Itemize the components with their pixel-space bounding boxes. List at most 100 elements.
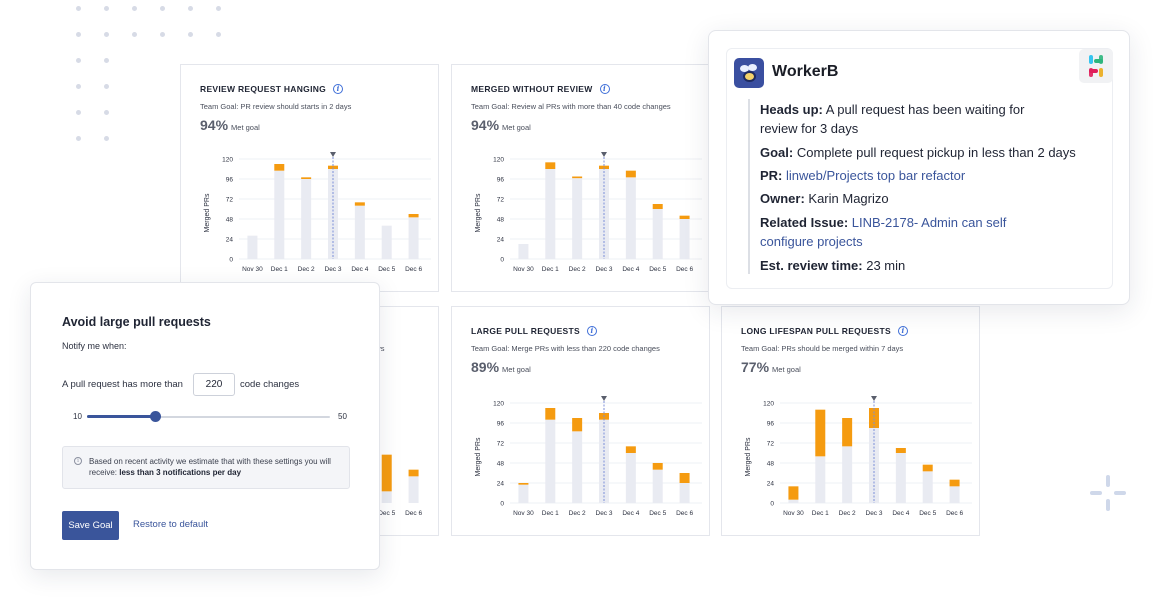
info-icon[interactable]: i	[586, 326, 597, 336]
bar-excess	[895, 448, 906, 453]
bar-excess	[301, 177, 312, 179]
card-goal: Team Goal: Merge PRs with less than 220 …	[471, 344, 660, 353]
x-tick-label: Dec 3	[596, 510, 613, 517]
bar-base	[301, 179, 312, 259]
bar-base	[652, 469, 663, 503]
bar-excess	[408, 214, 419, 218]
x-tick-label: Dec 3	[866, 510, 883, 517]
bar-chart: 120 96 72 48 24 0 Merged PRs Nov 30 Dec 1 Dec 2 De…	[745, 396, 972, 517]
bar-base	[247, 235, 258, 259]
info-icon[interactable]: i	[599, 84, 610, 94]
y-tick-label: 0	[229, 257, 233, 264]
bar-base	[545, 169, 556, 259]
estimate-note: i Based on recent activity we estimate t…	[62, 446, 350, 489]
met-goal-label: Met goal	[502, 365, 531, 374]
owner-line: Owner: Karin Magrizo	[760, 191, 889, 206]
y-tick-label: 72	[767, 441, 775, 448]
y-tick-label: 72	[226, 197, 234, 204]
info-icon[interactable]: i	[897, 326, 908, 336]
notify-label: Notify me when:	[62, 341, 127, 351]
bar-base	[625, 453, 636, 503]
card-goal: Team Goal: PR review should starts in 2 …	[200, 102, 352, 111]
x-tick-label: Dec 1	[812, 510, 829, 517]
y-tick-label: 120	[493, 157, 504, 164]
bar-base	[408, 476, 419, 503]
goal-settings-modal: Avoid large pull requests Notify me when…	[30, 282, 380, 570]
metric-card-merged-without-review[interactable]: MERGED WITHOUT REVIEW i Team Goal: Review…	[451, 64, 710, 292]
bar-excess	[922, 464, 933, 472]
card-goal: ys	[377, 344, 385, 353]
bar-excess	[625, 446, 636, 453]
card-goal: Team Goal: Review al PRs with more than …	[471, 102, 671, 111]
bar-excess	[679, 215, 690, 219]
y-tick-label: 0	[500, 501, 504, 508]
pr-link[interactable]: linweb/Projects top bar refactor	[786, 168, 966, 183]
metric-card-review-hanging[interactable]: REVIEW REQUEST HANGING i Team Goal: PR re…	[180, 64, 439, 292]
goal-percent: 89%	[471, 359, 500, 375]
bar-excess	[625, 170, 636, 178]
y-tick-label: 72	[497, 441, 505, 448]
restore-default-link[interactable]: Restore to default	[133, 519, 208, 530]
metric-card-large-pull-requests[interactable]: LARGE PULL REQUESTS i Team Goal: Merge PR…	[451, 306, 710, 536]
goal-percent: 94%	[200, 117, 229, 133]
y-tick-label: 48	[767, 461, 775, 468]
bar-excess	[869, 408, 879, 428]
code-changes-input[interactable]: 220	[193, 373, 235, 396]
bar-base	[652, 209, 663, 259]
goal-line: Goal: Complete pull request pickup in le…	[760, 145, 1076, 160]
slider-max-label: 50	[338, 412, 347, 421]
x-tick-label: Dec 5	[919, 510, 936, 517]
slider-track[interactable]	[87, 416, 330, 418]
y-tick-label: 48	[497, 217, 505, 224]
marker-triangle-icon	[601, 152, 607, 157]
goal-percent: 94%	[471, 117, 500, 133]
y-tick-label: 48	[226, 217, 234, 224]
info-icon[interactable]: i	[333, 84, 344, 94]
decor-plus-icon	[1090, 475, 1126, 511]
y-tick-label: 96	[226, 177, 234, 184]
marker-triangle-icon	[871, 396, 877, 401]
workerb-bee-icon	[734, 58, 764, 88]
bar-base	[381, 225, 392, 259]
brand-name: WorkerB	[772, 63, 839, 80]
bar-base	[679, 219, 690, 259]
bar-base	[518, 484, 529, 503]
x-tick-label: Dec 4	[622, 510, 639, 517]
bar-base	[572, 178, 583, 259]
bar-base	[545, 419, 556, 503]
y-tick-label: 96	[497, 421, 505, 428]
issue-line: Related Issue: LINB-2178- Admin can self…	[760, 215, 1007, 249]
pr-line: PR: linweb/Projects top bar refactor	[760, 168, 966, 183]
x-tick-label: Dec 1	[542, 266, 559, 273]
met-goal-label: Met goal	[231, 123, 260, 132]
bar-base	[625, 177, 636, 259]
y-tick-label: 0	[500, 257, 504, 264]
issue-link[interactable]: LINB-2178- Admin can self configure proj…	[760, 215, 1007, 249]
quote-bar	[748, 99, 750, 274]
x-tick-label: Dec 2	[569, 510, 586, 517]
slider-handle[interactable]	[150, 411, 162, 422]
bar-chart: Dec 5 Dec 6	[378, 454, 422, 517]
bar-excess	[679, 473, 690, 483]
bar-excess	[545, 162, 556, 169]
x-tick-label: Dec 4	[892, 510, 909, 517]
metric-card-long-lifespan[interactable]: LONG LIFESPAN PULL REQUESTS i Team Goal: …	[721, 306, 980, 536]
decor-dots	[76, 6, 236, 146]
card-goal: Team Goal: PRs should be merged within 7…	[741, 344, 904, 353]
save-goal-button[interactable]: Save Goal	[62, 511, 119, 540]
x-tick-label: Dec 2	[298, 266, 315, 273]
goal-percent: 77%	[741, 359, 770, 375]
bar-excess	[518, 483, 529, 485]
bar-base	[788, 499, 799, 503]
x-tick-label: Nov 30	[513, 510, 534, 517]
x-tick-label: Dec 5	[378, 510, 395, 517]
x-tick-label: Dec 4	[351, 266, 368, 273]
bar-base	[381, 491, 392, 503]
x-tick-label: Dec 5	[649, 510, 666, 517]
y-tick-label: 120	[493, 401, 504, 408]
bar-base	[842, 446, 853, 503]
x-tick-label: Dec 5	[378, 266, 395, 273]
x-tick-label: Dec 6	[946, 510, 963, 517]
y-axis-label: Merged PRs	[475, 437, 482, 476]
bar-excess	[815, 409, 826, 457]
